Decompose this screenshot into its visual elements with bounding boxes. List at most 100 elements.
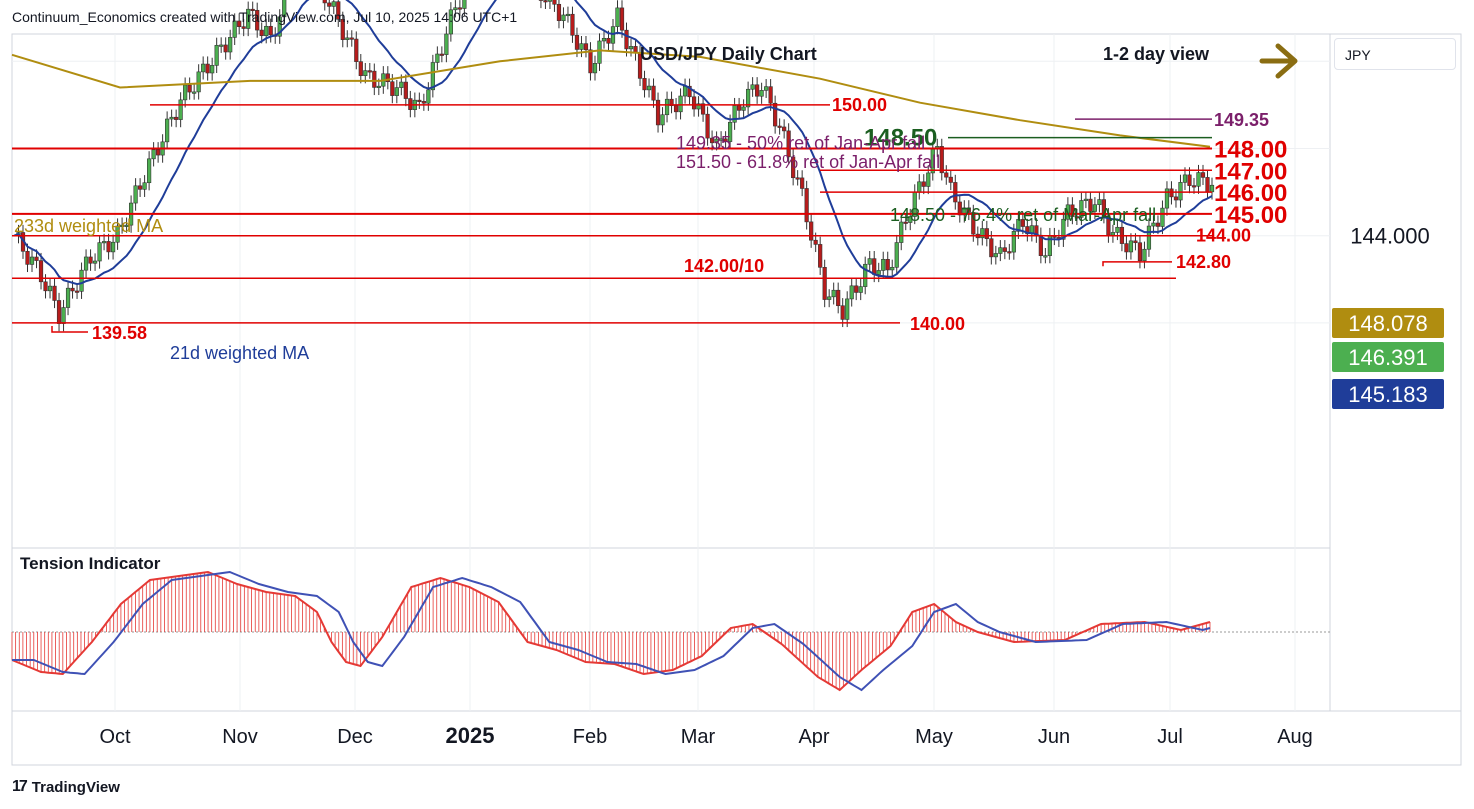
- candle-body: [457, 7, 462, 10]
- candle-body: [903, 221, 908, 224]
- candle-body: [439, 53, 444, 56]
- candle-body: [989, 238, 994, 258]
- candle-body: [1146, 225, 1152, 250]
- candle-body: [574, 34, 580, 50]
- candle-body: [1124, 243, 1129, 253]
- candle-body: [124, 224, 129, 227]
- candle-body: [682, 85, 688, 97]
- candle-body: [908, 216, 913, 223]
- candle-body: [718, 138, 724, 141]
- candle-body: [1097, 199, 1102, 206]
- price-tag-label: 146.391: [1348, 345, 1428, 370]
- candle-body: [372, 70, 377, 88]
- x-tick-label: Jul: [1157, 726, 1183, 748]
- candle-body: [1007, 251, 1012, 254]
- candle-body: [822, 267, 827, 300]
- candle-body: [570, 13, 575, 36]
- candle-body: [165, 118, 170, 143]
- candle-body: [764, 86, 769, 91]
- candle-body: [773, 102, 778, 127]
- candle-body: [394, 87, 399, 96]
- candle-body: [980, 228, 985, 239]
- candle-body: [133, 185, 138, 204]
- level-label-150: 150.00: [832, 95, 887, 115]
- candle-body: [1182, 174, 1188, 183]
- candle-body: [984, 228, 989, 240]
- candle-body: [354, 38, 359, 62]
- candle-body: [1011, 231, 1016, 253]
- candle-body: [142, 182, 147, 190]
- candle-body: [205, 63, 210, 74]
- currency-selector[interactable]: JPY: [1334, 38, 1456, 70]
- chart-frame: [11, 33, 1462, 766]
- x-tick-label: Apr: [798, 726, 829, 748]
- candle-body: [1160, 207, 1165, 227]
- candle-body: [52, 285, 57, 301]
- candle-body: [61, 307, 66, 324]
- candle-body: [1128, 240, 1134, 253]
- level-13958-line: [51, 326, 88, 333]
- candle-body: [210, 65, 215, 74]
- level-label-146: 146.00: [1214, 180, 1287, 207]
- candle-body: [246, 8, 251, 29]
- candle-body: [38, 260, 44, 283]
- level-label-140: 140.00: [910, 314, 965, 334]
- candle-body: [827, 296, 832, 300]
- candle-body: [723, 138, 728, 142]
- chart-attribution: Continuum_Economics created with Trading…: [12, 9, 518, 25]
- candle-body: [435, 53, 440, 63]
- y-tick-label: 144.000: [1350, 224, 1430, 249]
- candle-body: [430, 62, 435, 91]
- candle-body: [322, 0, 327, 4]
- candle-body: [700, 103, 706, 115]
- candle-body: [601, 37, 607, 42]
- candle-body: [836, 289, 841, 307]
- candle-body: [1115, 226, 1120, 233]
- candle-body: [345, 37, 350, 40]
- candle-body: [74, 290, 80, 293]
- candle-body: [768, 86, 773, 104]
- candle-body: [196, 71, 201, 93]
- candle-body: [628, 46, 634, 50]
- tradingview-logo-icon: 17: [12, 778, 28, 795]
- candle-body: [944, 172, 949, 178]
- candle-body: [597, 40, 602, 64]
- candle-body: [268, 25, 273, 36]
- candle-body: [737, 105, 742, 111]
- candle-body: [106, 241, 111, 253]
- level-label-144: 144.00: [1196, 226, 1251, 246]
- candle-body: [957, 201, 962, 216]
- ma233-label: 233d weighted MA: [14, 216, 163, 236]
- level-label-1485: 148.50: [864, 125, 937, 152]
- candle-body: [890, 266, 895, 271]
- price-tag-label: 148.078: [1348, 311, 1428, 336]
- candle-body: [881, 259, 886, 271]
- candle-body: [255, 9, 260, 31]
- candle-body: [25, 250, 30, 265]
- candle-body: [1092, 204, 1098, 212]
- candle-body: [872, 258, 877, 275]
- candle-body: [831, 289, 836, 298]
- candle-body: [777, 125, 782, 128]
- candle-body: [237, 20, 242, 27]
- x-tick-label: Aug: [1277, 726, 1313, 748]
- candle-body: [1020, 219, 1025, 227]
- candle-body: [1110, 232, 1116, 236]
- candle-body: [363, 70, 368, 77]
- x-tick-label: Dec: [337, 726, 373, 748]
- candle-body: [70, 287, 75, 292]
- candle-body: [448, 9, 453, 35]
- candle-body: [543, 0, 548, 3]
- ma233-line: [11, 49, 1211, 148]
- candle-body: [169, 116, 174, 120]
- candle-body: [110, 241, 116, 253]
- candle-body: [462, 0, 467, 9]
- candle-body: [894, 242, 899, 268]
- price-tag-box: [1332, 342, 1444, 372]
- tension-histogram: [11, 572, 1211, 690]
- candle-body: [1137, 242, 1143, 262]
- candle-body: [565, 13, 571, 17]
- candle-body: [1196, 172, 1201, 187]
- x-tick-label: 2025: [446, 723, 495, 748]
